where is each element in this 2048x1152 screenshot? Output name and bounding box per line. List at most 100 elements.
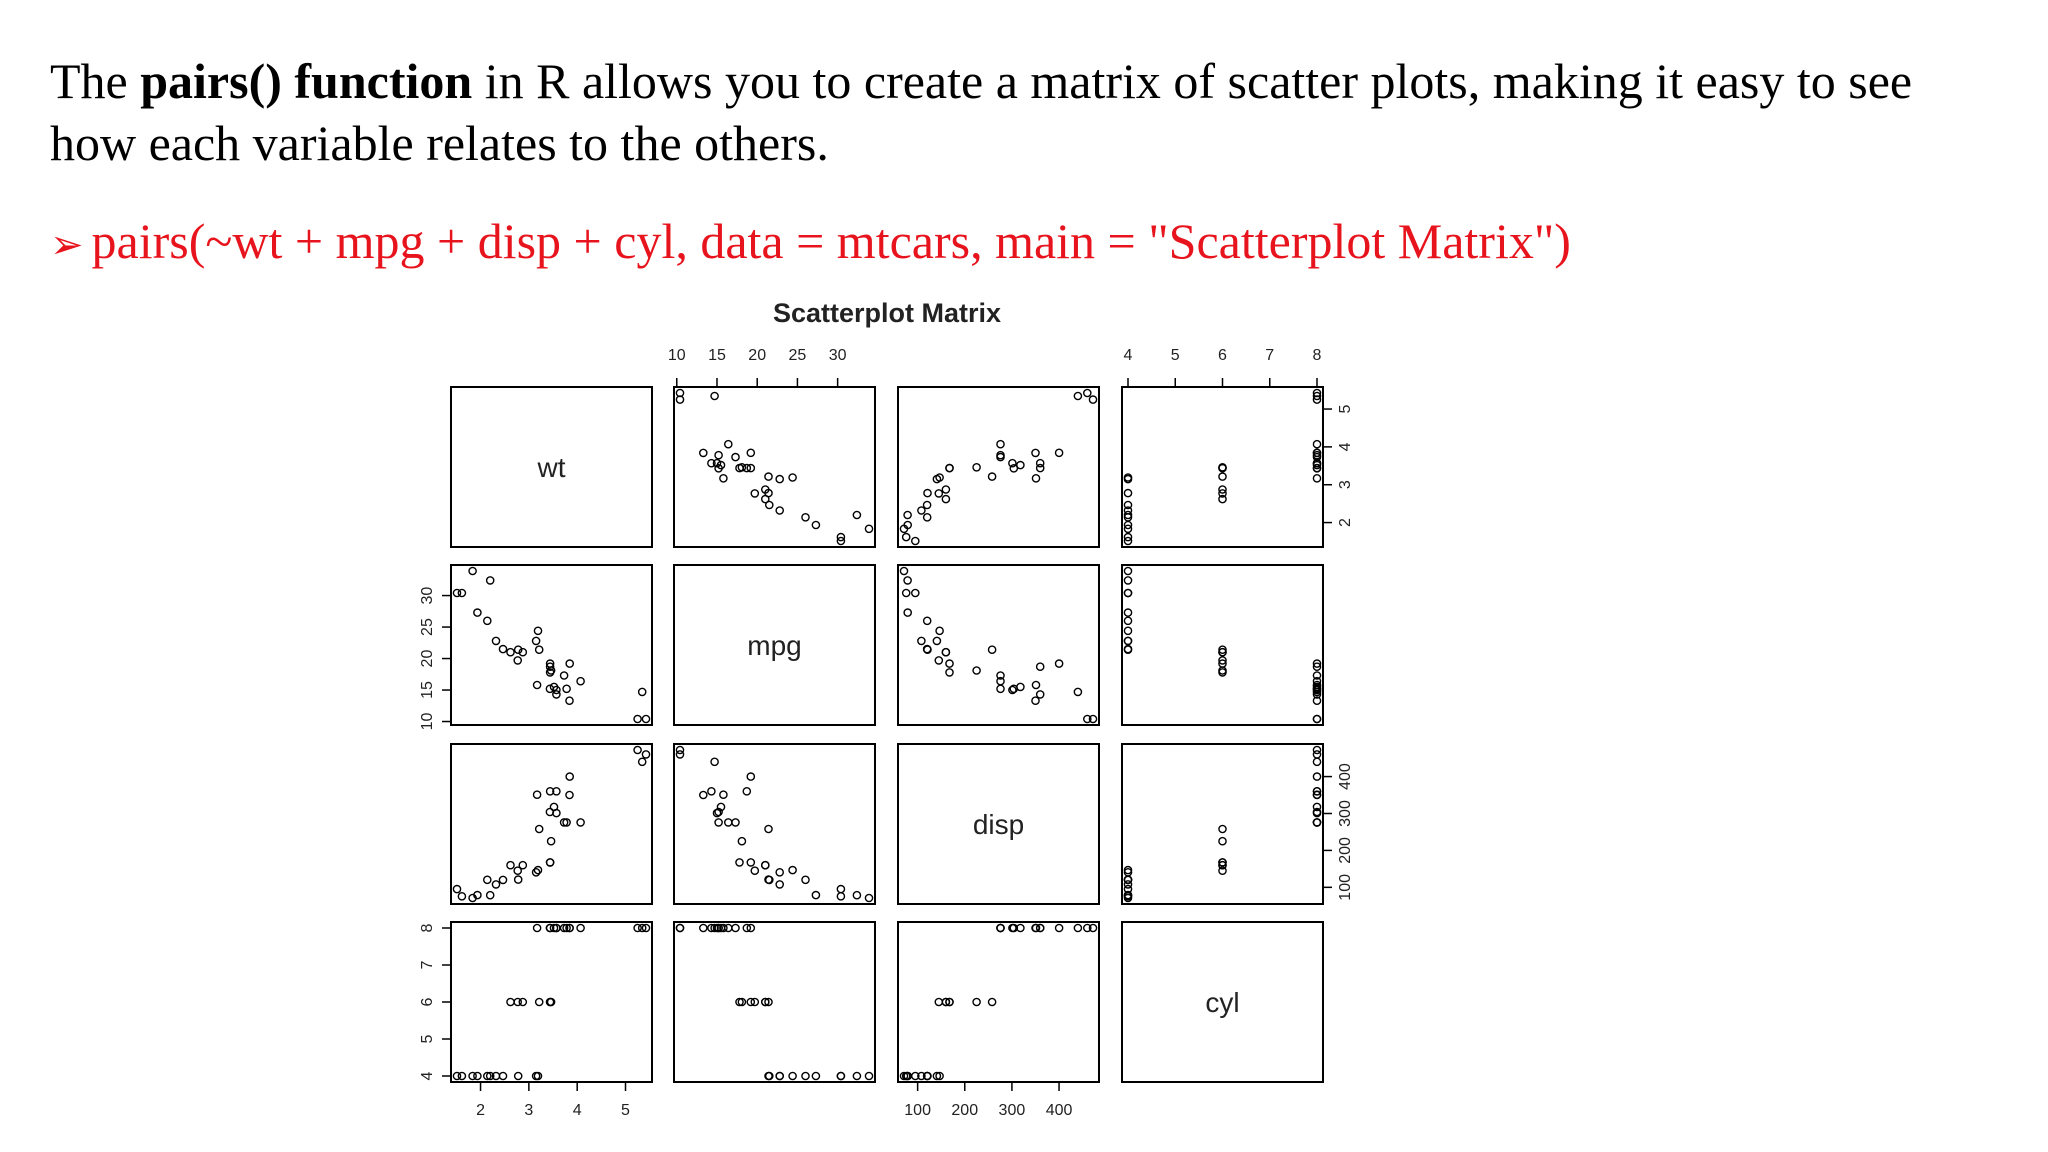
data-point xyxy=(513,656,523,665)
data-point xyxy=(1073,391,1083,401)
data-point xyxy=(764,1071,773,1081)
data-point xyxy=(468,566,477,576)
data-point xyxy=(731,923,740,933)
data-point xyxy=(452,1071,462,1081)
data-point xyxy=(545,858,555,867)
data-point xyxy=(719,473,728,483)
data-point xyxy=(710,757,719,767)
data-point xyxy=(1088,923,1098,933)
data-point xyxy=(1218,489,1227,498)
data-point xyxy=(534,997,544,1007)
data-point xyxy=(637,687,647,697)
data-point xyxy=(934,489,944,498)
intro-text-after: in R allows you to create a matrix of sc… xyxy=(50,53,1913,171)
data-point xyxy=(775,1071,785,1081)
data-point xyxy=(513,997,523,1007)
data-point xyxy=(1054,923,1064,933)
tick-label: 15 xyxy=(708,347,726,364)
intro-bold-term: pairs() function xyxy=(140,53,473,109)
data-point xyxy=(1312,802,1322,812)
variable-label-wt: wt xyxy=(537,452,566,483)
data-point xyxy=(1312,757,1322,767)
data-point xyxy=(1123,645,1133,655)
data-point xyxy=(775,868,785,877)
data-point xyxy=(1312,388,1322,398)
tick-label: 2 xyxy=(1337,518,1354,527)
tick-label: 20 xyxy=(419,650,436,668)
data-point xyxy=(675,388,685,398)
data-point xyxy=(473,1071,482,1081)
data-point xyxy=(923,645,932,655)
code-example: ➢ pairs(~wt + mpg + disp + cyl, data = mt… xyxy=(50,210,1571,276)
tick-label: 5 xyxy=(1171,347,1180,364)
panel-frame xyxy=(450,564,653,726)
data-point xyxy=(996,450,1005,460)
data-point xyxy=(901,588,911,598)
data-point xyxy=(675,923,685,933)
panel-frame xyxy=(673,921,876,1083)
panel-frame xyxy=(897,743,1100,905)
data-point xyxy=(746,772,756,781)
data-point xyxy=(1123,608,1133,617)
data-point xyxy=(482,616,492,626)
chart-title: Scatterplot Matrix xyxy=(773,298,1001,328)
panel-frame xyxy=(673,743,876,905)
data-point xyxy=(565,696,574,706)
tick-label: 30 xyxy=(419,587,436,605)
data-point xyxy=(531,636,541,646)
panel-cyl-vs-mpg xyxy=(673,921,876,1083)
data-point xyxy=(1123,576,1133,585)
data-point xyxy=(934,997,944,1007)
data-point xyxy=(1123,536,1133,546)
data-point xyxy=(565,772,575,781)
data-point xyxy=(737,836,747,846)
data-point xyxy=(1218,836,1227,846)
tick-label: 100 xyxy=(1337,874,1354,901)
panel-frame xyxy=(1121,386,1324,548)
data-point xyxy=(775,880,785,889)
data-point xyxy=(923,488,932,498)
panel-frame xyxy=(673,564,876,726)
data-point xyxy=(1123,488,1133,498)
data-point xyxy=(498,1071,508,1081)
data-point xyxy=(864,524,874,534)
data-point xyxy=(562,923,571,933)
data-point xyxy=(1218,656,1227,665)
axis-bottom-wt: 2 3 4 5 xyxy=(476,1081,630,1119)
data-point xyxy=(513,1071,523,1081)
data-point xyxy=(801,1071,810,1081)
data-point xyxy=(1218,494,1227,504)
data-point xyxy=(941,647,951,657)
data-point xyxy=(712,923,722,933)
data-point xyxy=(1218,472,1227,481)
data-point xyxy=(742,923,752,933)
data-point xyxy=(506,647,515,657)
data-point xyxy=(531,1071,541,1081)
data-point xyxy=(1123,880,1133,889)
data-point xyxy=(532,923,542,933)
data-point xyxy=(941,494,951,504)
code-text: pairs(~wt + mpg + disp + cyl, data = mtc… xyxy=(91,213,1571,269)
data-point xyxy=(761,997,770,1007)
data-point xyxy=(775,474,785,484)
data-point xyxy=(1312,662,1322,672)
data-point xyxy=(1088,395,1098,404)
data-point xyxy=(922,513,932,522)
data-point xyxy=(996,923,1005,933)
tick-label: 300 xyxy=(999,1102,1026,1119)
data-point xyxy=(1035,662,1045,672)
data-point xyxy=(996,684,1005,694)
tick-label: 6 xyxy=(1218,347,1227,364)
data-point xyxy=(641,923,651,933)
tick-label: 5 xyxy=(419,1034,436,1043)
tick-label: 400 xyxy=(1337,763,1354,790)
panel-disp-vs-wt xyxy=(450,743,653,905)
data-point xyxy=(1123,875,1133,884)
data-point xyxy=(1312,680,1322,690)
data-point xyxy=(712,808,722,818)
data-point xyxy=(513,875,523,884)
data-point xyxy=(945,659,954,668)
data-point xyxy=(576,923,585,933)
panel-disp-vs-cyl xyxy=(1121,743,1324,905)
